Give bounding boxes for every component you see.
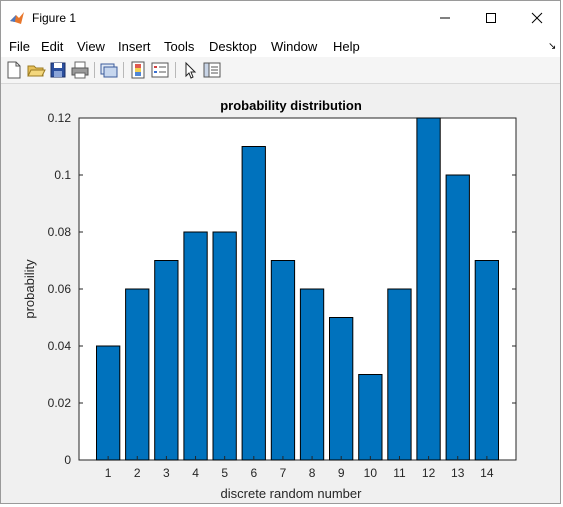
x-tick-label: 6 [250,466,257,480]
y-tick-label: 0.06 [48,282,72,296]
title-bar: Figure 1 [1,1,560,35]
bar-13 [445,174,470,461]
chart-title: probability distribution [220,98,362,113]
menu-bar [1,35,560,57]
legend-icon[interactable] [150,60,170,80]
x-tick-label: 4 [192,466,199,480]
y-tick-label: 0.12 [48,111,72,125]
toolbar-separator [94,62,95,78]
x-tick-label: 3 [163,466,170,480]
minimize-button[interactable] [422,1,468,35]
property-inspector-icon[interactable] [202,60,222,80]
bar-10 [358,374,383,461]
menu-tools[interactable]: Tools [164,39,195,54]
bar-chart: 00.020.040.060.080.10.12 1 2 3 4 5 6 7 8 9 10 11 12… [22,98,517,501]
window-title: Figure 1 [32,11,77,25]
menu-view[interactable]: View [77,39,105,54]
bar-12 [416,117,441,461]
bar-5 [212,231,237,461]
save-icon[interactable] [48,60,68,80]
x-tick-label: 7 [280,466,287,480]
menu-desktop[interactable]: Desktop [209,39,257,54]
maximize-icon [486,13,496,23]
menu-insert[interactable]: Insert [118,39,151,54]
new-figure-icon[interactable] [4,60,24,80]
x-tick-label: 8 [309,466,316,480]
x-axis-label: discrete random number [221,486,363,501]
menu-file[interactable]: File [9,39,30,54]
menu-window[interactable]: Window [271,39,318,54]
y-tick-label: 0 [64,453,71,467]
x-tick-label: 1 [105,466,112,480]
close-button[interactable] [514,1,560,35]
matlab-icon [9,10,25,26]
x-tick-label: 12 [422,466,436,480]
x-tick-label: 10 [364,466,378,480]
maximize-button[interactable] [468,1,514,35]
x-tick-label: 2 [134,466,141,480]
bar-1 [96,345,121,461]
y-tick-label: 0.04 [48,339,72,353]
bar-8 [299,288,325,461]
x-tick-label: 9 [338,466,345,480]
colorbar-icon[interactable] [128,60,148,80]
x-tick-label: 11 [393,466,406,480]
pointer-icon[interactable] [180,60,200,80]
print-icon[interactable] [70,60,90,80]
bar-2 [125,288,150,461]
bar-3 [154,260,179,461]
menu-edit[interactable]: Edit [41,39,64,54]
minimize-icon [440,17,450,19]
bar-6 [241,146,266,461]
link-plot-icon[interactable] [99,60,119,80]
x-tick-label: 13 [451,466,465,480]
y-tick-label: 0.02 [48,396,72,410]
bar-4 [183,231,208,461]
toolbar-separator [123,62,124,78]
menu-help[interactable]: Help [333,39,360,54]
bar-9 [329,317,354,461]
dock-arrow-icon[interactable]: ↘ [548,41,557,52]
y-tick-label: 0.1 [54,168,71,182]
open-file-icon[interactable] [26,60,46,80]
y-tick-label: 0.08 [48,225,72,239]
y-axis-label: probability [22,259,37,319]
x-tick-label: 5 [221,466,228,480]
x-tick-label: 14 [480,466,494,480]
bar-14 [474,260,500,461]
plot-axes [78,117,517,461]
bar-11 [387,288,412,461]
close-icon [531,12,543,24]
toolbar-separator [175,62,176,78]
bar-7 [270,260,296,461]
figure-canvas: 0 0.02 0.04 0.06 0.08 0.1 0.12 1 2 3 4 5 6 7 8 9 10 11 12… [1,84,560,503]
